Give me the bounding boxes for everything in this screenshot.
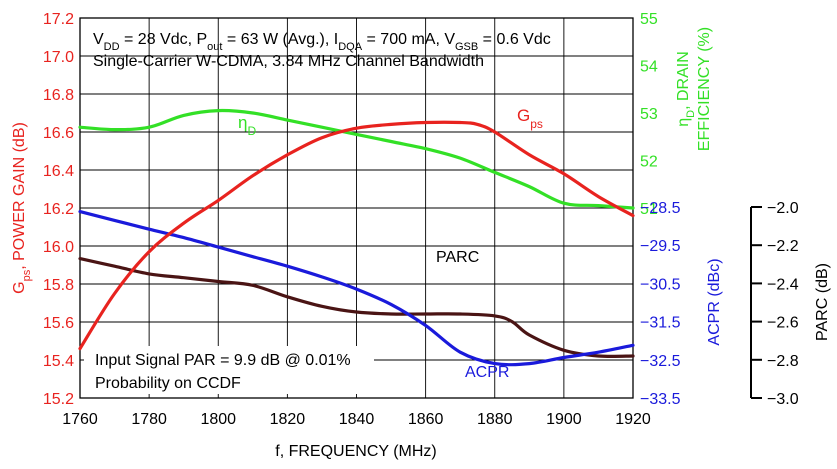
input-note-box xyxy=(84,346,374,394)
acpr-axis: −28.5 −29.5 −30.5 −31.5 −32.5 −33.5 xyxy=(640,200,681,408)
acpr-tick-label: −29.5 xyxy=(640,238,681,255)
parc-tick-label: −2.8 xyxy=(767,353,799,370)
x-tick-label: 1860 xyxy=(408,411,444,428)
efficiency-tick-label: 55 xyxy=(640,11,658,28)
x-axis-title: f, FREQUENCY (MHz) xyxy=(275,443,436,460)
gain-series-label: Gps xyxy=(517,106,543,131)
efficiency-axis-title-line2: EFFICIENCY (%) xyxy=(696,27,713,151)
gain-tick-label: 15.6 xyxy=(43,315,74,332)
series-line-parc xyxy=(78,257,635,358)
x-tick-label: 1880 xyxy=(477,411,513,428)
parc-tick-label: −2.2 xyxy=(767,238,799,255)
series-line-efficiency xyxy=(78,108,635,210)
x-tick-label: 1920 xyxy=(615,411,651,428)
efficiency-tick-label: 51 xyxy=(640,201,658,218)
series-line-gain xyxy=(78,120,635,351)
x-tick-label: 1780 xyxy=(131,411,167,428)
gain-tick-label: 15.8 xyxy=(43,277,74,294)
acpr-axis-title: ACPR (dBc) xyxy=(706,258,723,345)
efficiency-axis-title: ηD, DRAIN xyxy=(675,51,697,127)
efficiency-axis: 51 52 53 54 55 xyxy=(640,11,658,218)
conditions-line-1: VDD = 28 Vdc, Pout = 63 W (Avg.), IDQA =… xyxy=(93,31,551,53)
gain-tick-label: 15.2 xyxy=(43,391,74,408)
parc-tick-label: −2.6 xyxy=(767,315,799,332)
x-tick-label: 1820 xyxy=(270,411,306,428)
input-note-line-2: Probability on CCDF xyxy=(95,375,241,392)
acpr-tick-label: −31.5 xyxy=(640,315,681,332)
parc-tick-label: −2.4 xyxy=(767,276,799,293)
acpr-tick-label: −30.5 xyxy=(640,276,681,293)
gain-tick-label: 16.4 xyxy=(43,163,74,180)
gain-axis-title: Gps, POWER GAIN (dB) xyxy=(11,122,33,294)
x-tick-label: 1900 xyxy=(546,411,582,428)
acpr-tick-label: −33.5 xyxy=(640,391,681,408)
gain-tick-label: 16.6 xyxy=(43,125,74,142)
acpr-tick-label: −28.5 xyxy=(640,200,681,217)
series-group xyxy=(78,108,635,367)
efficiency-tick-label: 54 xyxy=(640,59,658,76)
efficiency-tick-label: 52 xyxy=(640,154,658,171)
gain-tick-label: 17.2 xyxy=(43,11,74,28)
acpr-tick-label: −32.5 xyxy=(640,353,681,370)
x-tick-label: 1800 xyxy=(200,411,236,428)
parc-tick-label: −2.0 xyxy=(767,200,799,217)
efficiency-series-label: ηD xyxy=(238,113,256,138)
gain-tick-label: 16.8 xyxy=(43,87,74,104)
acpr-series-label: ACPR xyxy=(465,364,509,381)
gain-tick-label: 15.4 xyxy=(43,353,74,370)
x-tick-label: 1840 xyxy=(339,411,375,428)
gain-tick-label: 16.0 xyxy=(43,239,74,256)
series-line-acpr xyxy=(78,210,635,367)
gain-axis: 15.2 15.4 15.6 15.8 16.0 16.2 16.4 16.6 16.8 17.0… xyxy=(43,11,74,408)
parc-tick-label: −3.0 xyxy=(767,391,799,408)
input-note-line-1: Input Signal PAR = 9.9 dB @ 0.01% xyxy=(95,352,351,369)
parc-axis-title: PARC (dB) xyxy=(814,263,831,341)
gain-tick-label: 16.2 xyxy=(43,201,74,218)
conditions-line-2: Single-Carrier W-CDMA, 3.84 MHz Channel … xyxy=(93,53,484,70)
parc-series-label: PARC xyxy=(436,249,479,266)
gain-tick-label: 17.0 xyxy=(43,49,74,66)
x-tick-label: 1760 xyxy=(62,411,98,428)
parc-axis: −2.0 −2.2 −2.4 −2.6 −2.8 −3.0 xyxy=(750,200,799,408)
x-axis: 1760 1780 1800 1820 1840 1860 1880 1900 1920 xyxy=(62,411,651,428)
efficiency-tick-label: 53 xyxy=(640,106,658,123)
